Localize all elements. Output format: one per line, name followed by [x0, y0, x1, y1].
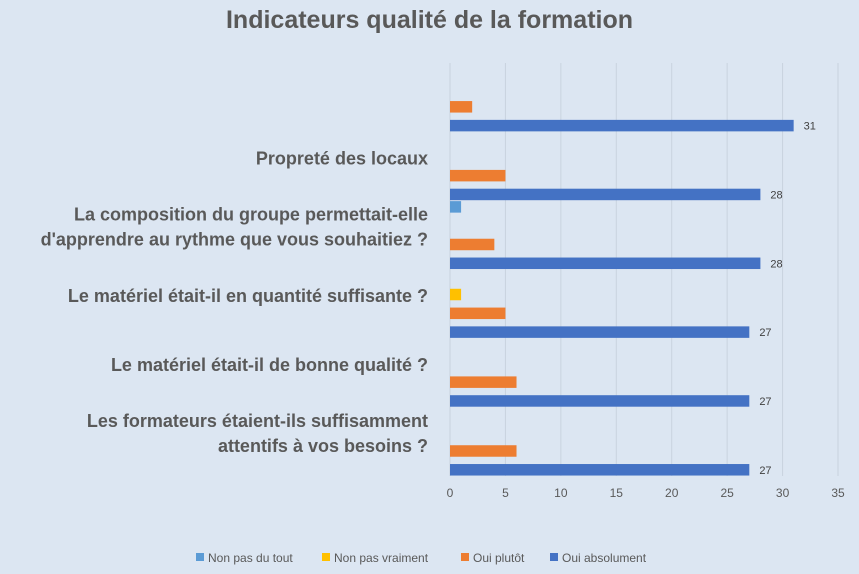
data-label: 28: [770, 189, 782, 201]
category-label: La composition du groupe permettait-elle: [74, 205, 428, 225]
x-tick-label: 15: [610, 486, 624, 500]
bar-oui-plut-t: [450, 238, 495, 251]
x-tick-label: 25: [720, 486, 734, 500]
bar-oui-plut-t: [450, 307, 506, 320]
bar-non-pas-vraiment: [450, 288, 462, 301]
bar-oui-absolument: [450, 395, 750, 407]
bar-oui-absolument: [450, 326, 750, 338]
bar-oui-absolument: [450, 119, 794, 132]
data-label: 27: [759, 327, 771, 339]
bar-oui-absolument: [450, 257, 761, 270]
bar-oui-plut-t: [450, 169, 506, 182]
legend-label: Oui absolument: [562, 551, 647, 565]
bar-oui-plut-t: [450, 101, 473, 113]
x-tick-label: 35: [831, 486, 845, 500]
bar-oui-plut-t: [450, 376, 517, 388]
category-label: Le matériel était-il en quantité suffisa…: [68, 286, 428, 306]
data-label: 28: [770, 258, 782, 270]
x-tick-label: 30: [776, 486, 790, 500]
category-label: Propreté des locaux: [256, 148, 428, 168]
legend-label: Oui plutôt: [473, 551, 525, 565]
x-tick-label: 0: [447, 486, 454, 500]
bar-oui-plut-t: [450, 445, 517, 457]
legend-label: Non pas du tout: [208, 551, 293, 565]
category-label: attentifs à vos besoins ?: [218, 436, 428, 456]
legend-swatch: [196, 553, 204, 561]
legend-swatch: [461, 553, 469, 561]
legend-label: Non pas vraiment: [334, 551, 429, 565]
data-label: 27: [759, 465, 771, 477]
category-label: d'apprendre au rythme que vous souhaitie…: [41, 230, 428, 250]
chart-title: Indicateurs qualité de la formation: [225, 6, 634, 34]
category-label: Le matériel était-il de bonne qualité ?: [111, 355, 428, 375]
x-tick-label: 5: [502, 486, 509, 500]
bar-oui-absolument: [450, 188, 761, 201]
x-tick-label: 20: [665, 486, 679, 500]
x-tick-label: 10: [554, 486, 568, 500]
bar-non-pas-du-tout: [450, 201, 462, 213]
legend-swatch: [322, 553, 330, 561]
legend-swatch: [550, 553, 558, 561]
data-label: 27: [759, 396, 771, 408]
category-label: Les formateurs étaient-ils suffisamment: [87, 411, 428, 431]
data-label: 31: [804, 121, 816, 133]
bar-oui-absolument: [450, 464, 750, 476]
